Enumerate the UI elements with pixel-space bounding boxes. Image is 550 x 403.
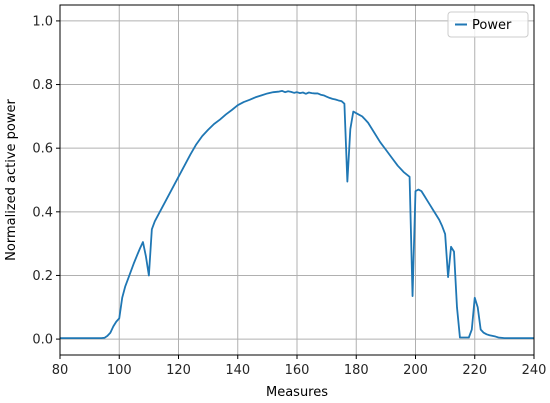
series-line-power — [60, 90, 534, 340]
x-tick-label: 200 — [403, 363, 428, 378]
x-tick-label: 100 — [107, 363, 132, 378]
y-tick-label: 0.8 — [32, 78, 53, 93]
x-axis-ticks: 80 100 120 140 160 180 200 220 240 — [52, 355, 547, 378]
x-tick-label: 80 — [52, 363, 69, 378]
y-tick-label: 0.2 — [32, 269, 53, 284]
y-tick-label: 0.6 — [32, 142, 53, 157]
legend-box — [447, 11, 529, 38]
y-axis-label: Normalized active power — [4, 99, 19, 261]
y-tick-label: 0.0 — [32, 333, 53, 348]
y-axis-ticks: 0.0 0.2 0.4 0.6 0.8 1.0 — [32, 14, 60, 348]
series-layer — [60, 90, 534, 340]
legend: Power — [447, 11, 529, 38]
legend-label-power: Power — [472, 18, 512, 33]
y-tick-label: 1.0 — [32, 14, 53, 29]
x-tick-label: 120 — [166, 363, 191, 378]
x-tick-label: 180 — [344, 363, 369, 378]
x-tick-label: 220 — [462, 363, 487, 378]
grid-lines — [59, 5, 535, 355]
x-tick-label: 140 — [225, 363, 250, 378]
x-tick-label: 240 — [522, 363, 547, 378]
y-tick-label: 0.4 — [32, 205, 53, 220]
x-tick-label: 160 — [285, 363, 310, 378]
x-axis-label: Measures — [266, 385, 328, 400]
